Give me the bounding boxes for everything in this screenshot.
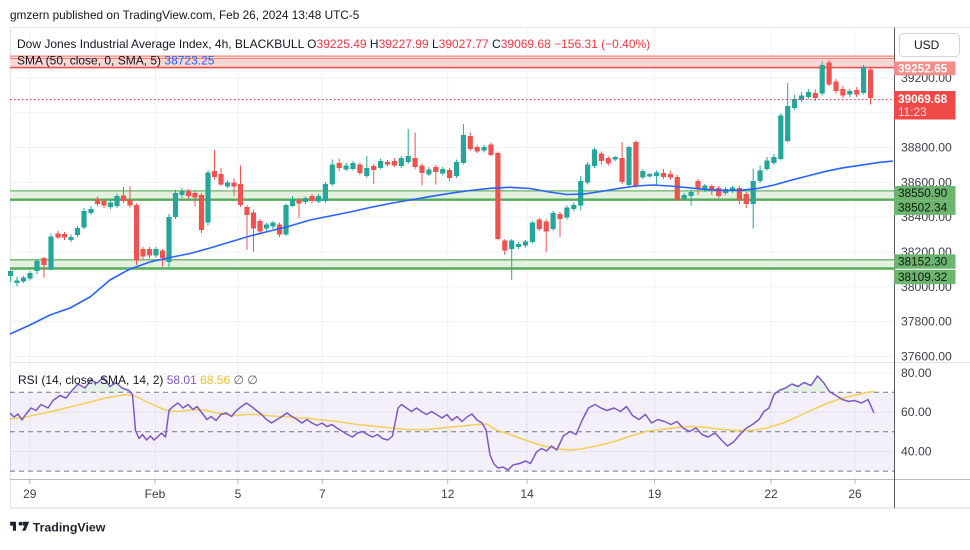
svg-text:39252.65: 39252.65 (898, 62, 948, 76)
svg-text:5: 5 (235, 487, 242, 501)
svg-text:Feb: Feb (145, 487, 166, 501)
svg-text:TradingView: TradingView (33, 520, 106, 534)
svg-text:14: 14 (520, 487, 534, 501)
svg-text:38109.32: 38109.32 (898, 270, 947, 284)
svg-text:RSI (14, close, SMA, 14, 2) 58: RSI (14, close, SMA, 14, 2) 58.01 68.56 … (18, 373, 258, 387)
svg-text:7: 7 (319, 487, 326, 501)
svg-text:38600.00: 38600.00 (901, 175, 952, 189)
svg-text:USD: USD (914, 38, 940, 52)
svg-text:38550.90: 38550.90 (898, 186, 948, 200)
svg-text:60.00: 60.00 (901, 405, 932, 419)
svg-text:22: 22 (764, 487, 778, 501)
svg-text:29: 29 (23, 487, 37, 501)
svg-text:SMA (50, close, 0, SMA, 5) 387: SMA (50, close, 0, SMA, 5) 38723.25 (17, 54, 215, 68)
svg-text:38800.00: 38800.00 (901, 141, 952, 155)
svg-text:11:23: 11:23 (898, 105, 927, 119)
svg-text:39069.68: 39069.68 (898, 92, 948, 106)
svg-text:26: 26 (848, 487, 862, 501)
svg-text:80.00: 80.00 (901, 366, 932, 380)
svg-text:Dow Jones Industrial Average I: Dow Jones Industrial Average Index, 4h, … (17, 37, 650, 51)
svg-text:38502.34: 38502.34 (898, 201, 948, 215)
svg-text:38152.30: 38152.30 (898, 255, 948, 269)
svg-text:37800.00: 37800.00 (901, 315, 952, 329)
svg-text:37600.00: 37600.00 (901, 349, 952, 363)
svg-text:19: 19 (648, 487, 662, 501)
svg-text:gmzern published on TradingVie: gmzern published on TradingView.com, Feb… (10, 8, 360, 22)
svg-text:40.00: 40.00 (901, 445, 932, 459)
svg-text:12: 12 (441, 487, 455, 501)
